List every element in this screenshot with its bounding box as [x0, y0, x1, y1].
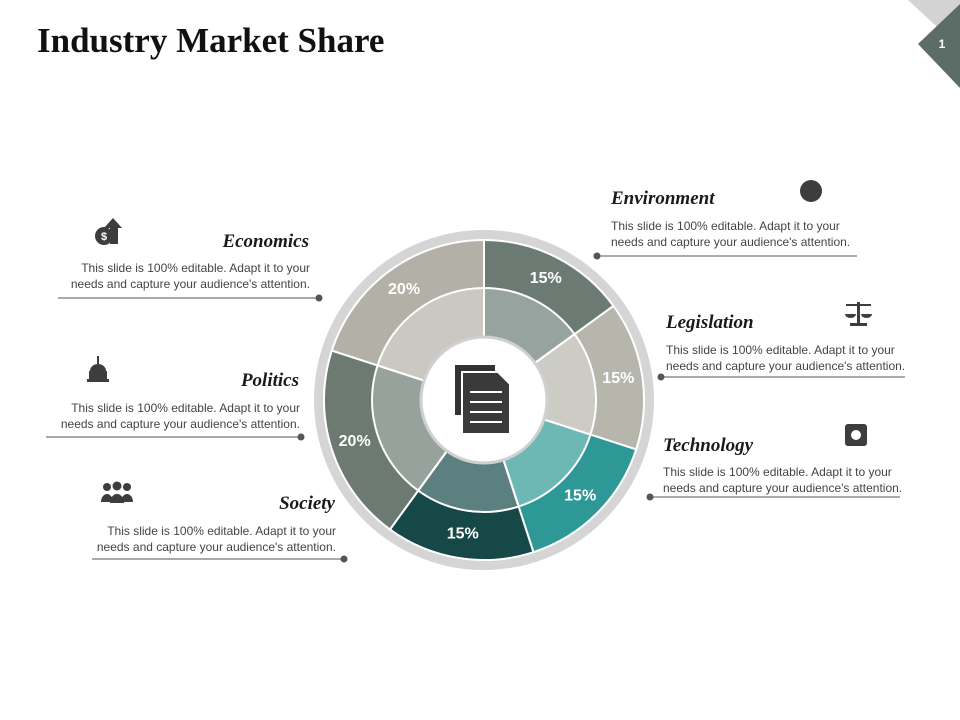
- topics: Environment This slide is 100% editable. …: [46, 188, 905, 563]
- topic-description: This slide is 100% editable. Adapt it to…: [81, 261, 310, 275]
- topic-heading: Technology: [663, 435, 754, 456]
- technology-icon: [845, 424, 867, 446]
- topic-description: needs and capture your audience's attent…: [666, 359, 905, 373]
- icon-part: [851, 430, 861, 440]
- legislation-icon: [845, 302, 872, 326]
- icon-part: [845, 314, 872, 318]
- value-label: 20%: [388, 281, 420, 298]
- topic-dot: [315, 294, 323, 302]
- topic-description: This slide is 100% editable. Adapt it to…: [611, 219, 840, 233]
- economics-icon: $: [95, 218, 122, 245]
- topic-dot: [297, 433, 305, 441]
- icon-part: [95, 227, 113, 245]
- icon-part: [857, 302, 860, 324]
- topic-description: needs and capture your audience's attent…: [97, 540, 336, 554]
- topic-dot: [340, 555, 348, 563]
- value-label: 20%: [339, 433, 371, 450]
- icon-part: [101, 494, 133, 503]
- topic-description: This slide is 100% editable. Adapt it to…: [666, 343, 895, 357]
- topic-description: This slide is 100% editable. Adapt it to…: [71, 401, 300, 415]
- topic-heading: Politics: [240, 370, 299, 391]
- icon-part: [123, 483, 131, 491]
- icon-part: [104, 218, 122, 244]
- politics-icon: [87, 356, 109, 382]
- society-icon: [101, 481, 133, 503]
- icon-part: [850, 323, 867, 326]
- icon-part: [103, 483, 111, 491]
- topic-description: needs and capture your audience's attent…: [663, 481, 902, 495]
- chart-title: Industry Market Share: [37, 21, 384, 60]
- page-number: 1: [939, 37, 946, 51]
- topic-dot: [646, 493, 654, 501]
- icons: $: [87, 180, 872, 503]
- value-label: 15%: [447, 526, 479, 543]
- topic-description: This slide is 100% editable. Adapt it to…: [663, 465, 892, 479]
- document-icon: [455, 365, 511, 435]
- value-label: 15%: [564, 487, 596, 504]
- topic-heading: Economics: [221, 231, 309, 252]
- topic-heading: Society: [279, 493, 335, 514]
- topic-dot: [657, 373, 665, 381]
- corner-dark: [918, 4, 960, 88]
- icon-part: $: [101, 231, 107, 243]
- topic-dot: [593, 252, 601, 260]
- outer-ring: [314, 230, 654, 570]
- icon-part: [87, 364, 109, 382]
- icon-part: [112, 481, 122, 491]
- icon-part: [846, 304, 871, 306]
- topic-heading: Legislation: [665, 312, 754, 333]
- value-label: 15%: [602, 370, 634, 387]
- topic-description: needs and capture your audience's attent…: [71, 277, 310, 291]
- icon-part: [97, 356, 99, 364]
- topic-description: This slide is 100% editable. Adapt it to…: [107, 524, 336, 538]
- value-label: 15%: [530, 270, 562, 287]
- environment-icon: [800, 180, 822, 202]
- donut: 15% 15% 15% 15% 20% 20%: [323, 238, 645, 561]
- topic-description: needs and capture your audience's attent…: [611, 235, 850, 249]
- topic-description: needs and capture your audience's attent…: [61, 417, 300, 431]
- topic-heading: Environment: [610, 188, 715, 209]
